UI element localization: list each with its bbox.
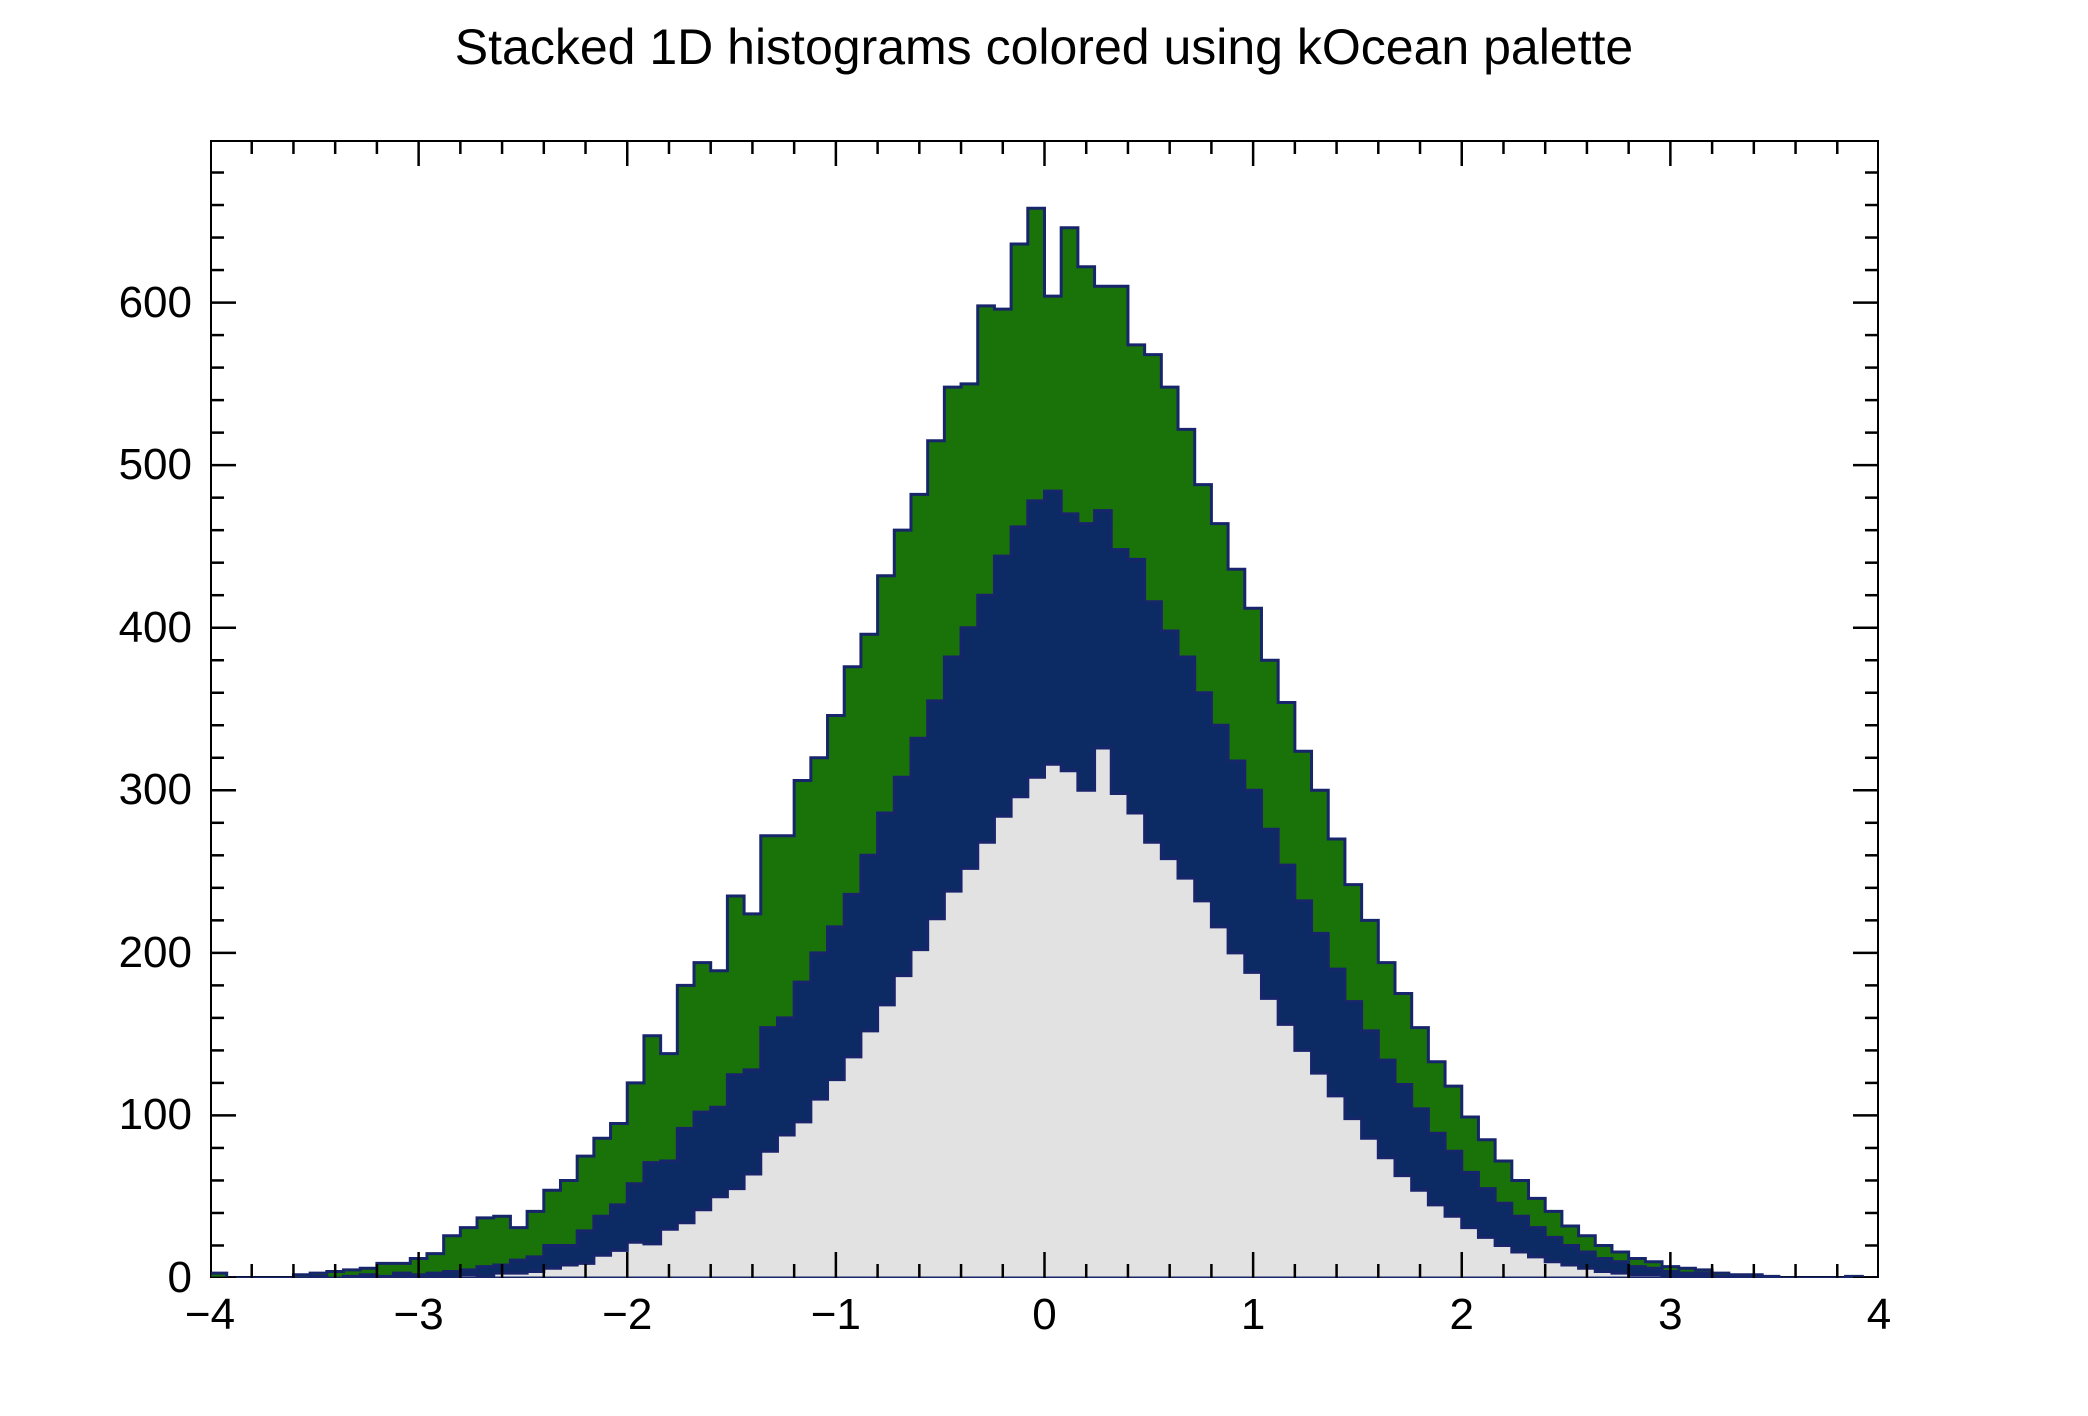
x-axis-tick-label: 3 <box>1658 1290 1683 1339</box>
y-axis-tick-label: 500 <box>118 440 192 490</box>
y-axis-tick-label: 600 <box>118 277 192 327</box>
plot-area <box>210 140 1879 1278</box>
y-axis-tick-label: 400 <box>118 602 192 652</box>
x-axis-tick-label: 4 <box>1866 1290 1892 1339</box>
y-axis-tick-label: 0 <box>167 1253 192 1302</box>
y-axis-tick-label: 200 <box>118 927 192 977</box>
page-title: Stacked 1D histograms colored using kOce… <box>454 19 1634 75</box>
x-axis-tick-label: −3 <box>393 1290 444 1339</box>
stacked-histogram-plot <box>210 206 1879 1278</box>
x-axis-tick-label: 0 <box>1032 1290 1057 1339</box>
x-axis-tick-label: 2 <box>1449 1290 1474 1339</box>
y-axis-tick-label: 300 <box>118 765 192 815</box>
x-axis-tick-label: 1 <box>1240 1290 1266 1339</box>
y-axis-tick-label: 100 <box>118 1090 192 1140</box>
x-axis-tick-label: −2 <box>602 1290 653 1339</box>
x-axis-tick-label: −1 <box>810 1290 861 1339</box>
histogram-series-1 <box>210 746 1879 1278</box>
x-axis-tick-label: −4 <box>184 1290 236 1339</box>
